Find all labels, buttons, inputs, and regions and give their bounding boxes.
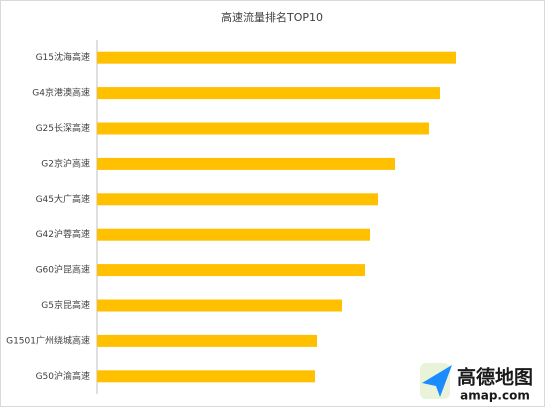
bar [97, 87, 440, 100]
y-tick-label: G25长深高速 [36, 122, 90, 134]
y-tick-label: G50沪渝高速 [36, 370, 90, 382]
y-tick-label: G4京港澳高速 [32, 87, 90, 99]
bar [97, 193, 378, 206]
bar [97, 228, 370, 241]
bar [97, 334, 317, 347]
logo-icon-arrow [422, 365, 452, 397]
logo-url: amap.com [460, 389, 530, 403]
y-tick-label: G1501广州绕城高速 [6, 334, 90, 346]
logo: 高德地图 amap.com [420, 363, 533, 403]
bar [97, 370, 315, 383]
bar [97, 122, 429, 135]
logo-name: 高德地图 [457, 366, 533, 389]
bar [97, 51, 456, 64]
y-tick-label: G2京沪高速 [41, 157, 90, 169]
bar [97, 264, 365, 277]
bar [97, 299, 342, 312]
chart-title: 高速流量排名TOP10 [221, 10, 323, 24]
bar [97, 157, 395, 170]
y-tick-label: G15沈海高速 [36, 51, 90, 63]
y-tick-label: G60沪昆高速 [36, 264, 90, 276]
y-tick-label: G42沪蓉高速 [36, 228, 90, 240]
y-tick-label: G45大广高速 [36, 193, 90, 205]
y-tick-label: G5京昆高速 [41, 299, 90, 311]
